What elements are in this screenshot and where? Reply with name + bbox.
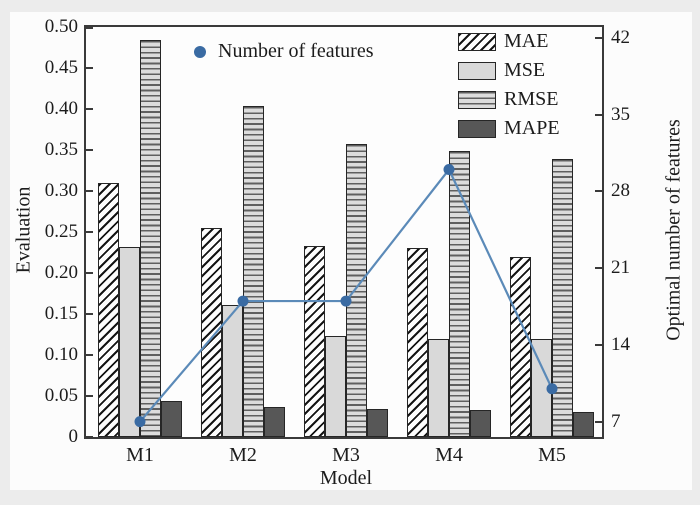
left-axis-tick-label: 0.20 xyxy=(44,262,78,283)
bar-mse-m2 xyxy=(222,304,243,437)
bar-mae-m2 xyxy=(201,227,222,437)
left-axis-tick xyxy=(86,313,93,315)
legend-label-mape: MAPE xyxy=(504,117,560,139)
right-axis-tick xyxy=(595,420,602,423)
left-axis-tick xyxy=(86,354,93,356)
legend-item-mse: MSE xyxy=(458,60,560,81)
x-axis-title: Model xyxy=(319,467,373,489)
left-axis-tick-label: 0.15 xyxy=(44,303,78,324)
left-axis-tick xyxy=(86,395,93,397)
line-legend-dot-icon xyxy=(194,45,206,58)
right-axis-tick-label: 42 xyxy=(611,26,630,48)
bar-rmse-m1 xyxy=(140,40,161,437)
figure: Number of features MAE MSE RMSE MAPE Evalua… xyxy=(10,12,692,490)
left-axis-tick xyxy=(86,149,93,151)
bar-mape-m4 xyxy=(470,409,491,437)
bar-mae-m1 xyxy=(98,182,119,437)
legend-label-mae: MAE xyxy=(504,30,549,52)
left-axis-tick-label: 0 xyxy=(68,426,79,447)
right-axis-tick xyxy=(595,267,602,270)
legend-item-mae: MAE xyxy=(458,31,560,52)
plot-area: Number of features MAE MSE RMSE MAPE xyxy=(84,25,604,439)
right-axis-tick xyxy=(595,36,602,39)
left-axis-tick xyxy=(86,190,93,192)
bar-mae-m3 xyxy=(304,245,325,437)
y-axis-title-right: Optimal number of features xyxy=(662,119,685,341)
legend-item-mape: MAPE xyxy=(458,118,560,139)
legend-swatch-mse-icon xyxy=(458,61,496,80)
bar-legend: MAE MSE RMSE MAPE xyxy=(458,31,560,139)
bar-mse-m3 xyxy=(325,336,346,437)
legend-label-mse: MSE xyxy=(504,59,546,81)
left-axis-tick-label: 0.45 xyxy=(44,57,78,78)
right-axis-tick-label: 35 xyxy=(611,103,630,125)
right-axis-tick-label: 7 xyxy=(611,410,621,432)
bar-mse-m4 xyxy=(428,338,449,437)
legend-label-rmse: RMSE xyxy=(504,88,559,110)
bar-mape-m1 xyxy=(161,400,182,437)
right-axis-tick xyxy=(595,113,602,116)
x-tick-label-m4: M4 xyxy=(435,444,463,466)
right-axis-tick xyxy=(595,343,602,346)
left-axis-tick xyxy=(86,231,93,233)
left-axis-tick-label: 0.40 xyxy=(44,98,78,119)
left-axis-tick-label: 0.05 xyxy=(44,385,78,406)
right-axis-tick-label: 14 xyxy=(611,333,630,355)
bar-rmse-m3 xyxy=(346,144,367,437)
left-axis-tick-label: 0.35 xyxy=(44,139,78,160)
left-axis-tick-label: 0.10 xyxy=(44,344,78,365)
left-axis-tick xyxy=(86,436,93,438)
left-axis-tick-label: 0.30 xyxy=(44,180,78,201)
x-tick-label-m1: M1 xyxy=(126,444,154,466)
x-tick-label-m3: M3 xyxy=(332,444,360,466)
x-tick-label-m2: M2 xyxy=(229,444,257,466)
bar-mse-m5 xyxy=(531,338,552,437)
left-axis-tick-label: 0.50 xyxy=(44,16,78,37)
bar-mape-m5 xyxy=(573,411,594,437)
legend-swatch-mae-icon xyxy=(458,32,496,51)
x-tick-label-m5: M5 xyxy=(538,444,566,466)
bar-rmse-m5 xyxy=(552,159,573,437)
line-legend-label: Number of features xyxy=(218,40,374,62)
bar-mae-m4 xyxy=(407,248,428,437)
bar-mape-m3 xyxy=(367,409,388,437)
line-legend: Number of features xyxy=(194,40,374,63)
legend-swatch-rmse-icon xyxy=(458,90,496,109)
bar-rmse-m2 xyxy=(243,105,264,437)
bar-mape-m2 xyxy=(264,406,285,437)
left-axis-tick xyxy=(86,272,93,274)
left-axis-tick xyxy=(86,67,93,69)
right-axis-tick-label: 21 xyxy=(611,257,630,279)
legend-item-rmse: RMSE xyxy=(458,89,560,110)
right-axis-tick xyxy=(595,190,602,193)
right-axis-tick-label: 28 xyxy=(611,180,630,202)
left-axis-tick xyxy=(86,108,93,110)
left-axis-tick-label: 0.25 xyxy=(44,221,78,242)
legend-swatch-mape-icon xyxy=(458,119,496,138)
bar-rmse-m4 xyxy=(449,150,470,437)
bar-mse-m1 xyxy=(119,246,140,437)
left-axis-tick xyxy=(86,27,93,29)
bar-mae-m5 xyxy=(510,257,531,437)
